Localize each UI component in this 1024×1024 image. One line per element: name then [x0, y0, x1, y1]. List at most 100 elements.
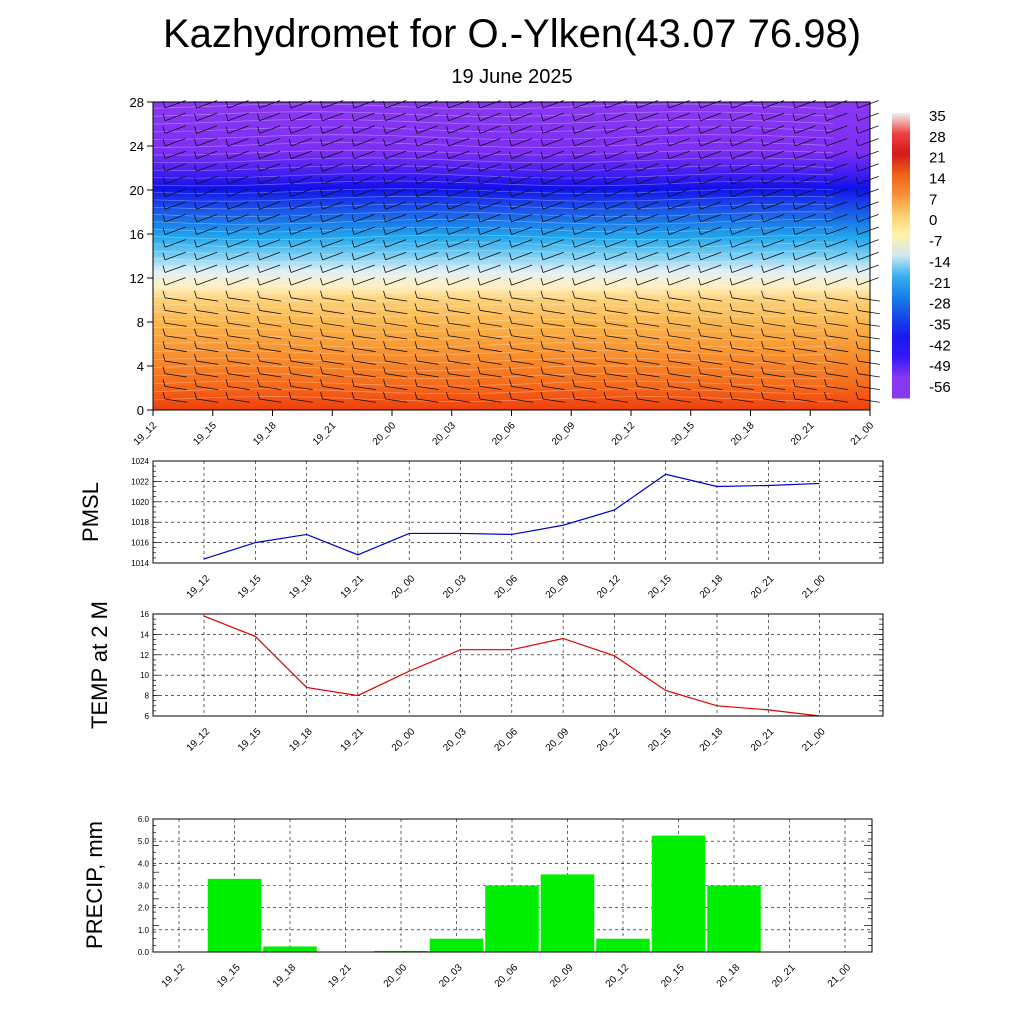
wind-barb: [824, 213, 848, 223]
x-tick-label: 19_15: [236, 726, 264, 754]
wind-barb: [288, 264, 312, 273]
wind-barb: [225, 277, 249, 286]
heatmap-x-tick-label: 19_15: [191, 420, 219, 448]
x-tick-label: 20_00: [390, 726, 418, 754]
wind-barb: [414, 188, 438, 197]
wind-barb: [351, 303, 376, 315]
wind-barb: [603, 341, 628, 353]
wind-barb: [194, 251, 218, 261]
wind-barb: [288, 353, 313, 365]
panel-frame: [152, 613, 884, 717]
heatmap-x-tick-label: 19_18: [251, 420, 279, 448]
contour-line: [152, 357, 834, 364]
x-tick-label: 20_12: [595, 726, 623, 754]
wind-barb: [761, 290, 786, 302]
wind-barb: [824, 112, 848, 122]
wind-barb: [698, 125, 722, 134]
wind-barb: [666, 328, 691, 340]
wind-barb: [414, 366, 439, 378]
wind-barb: [698, 277, 722, 286]
colorbar-segment: [892, 255, 910, 277]
wind-barb: [288, 379, 313, 391]
wind-barb: [540, 226, 564, 235]
wind-barb: [855, 112, 879, 122]
wind-barb: [194, 150, 218, 160]
x-tick-label: 20_09: [544, 573, 572, 601]
wind-barb: [162, 315, 187, 327]
x-tick-label: 20_06: [492, 573, 520, 601]
wind-barb: [698, 188, 722, 197]
wind-barb: [446, 112, 470, 122]
wind-barb: [509, 391, 534, 403]
wind-barb: [477, 315, 502, 327]
wind-barb: [446, 315, 471, 327]
wind-barb: [162, 366, 187, 378]
wind-barb: [666, 201, 690, 210]
contour-line: [152, 326, 834, 333]
wind-barb: [824, 138, 848, 147]
wind-barb: [477, 353, 502, 365]
heatmap-y-tick-label: 0: [137, 403, 144, 418]
wind-barb: [761, 353, 786, 365]
wind-barb: [194, 239, 218, 248]
wind-barb: [414, 163, 438, 172]
wind-barb: [225, 328, 250, 340]
wind-barb: [288, 366, 313, 378]
wind-barb: [792, 328, 817, 340]
wind-barb: [162, 188, 186, 197]
colorbar-segment: [892, 174, 910, 195]
x-tick-label: 19_18: [271, 962, 299, 990]
wind-barb: [320, 328, 345, 340]
contour-line: [152, 272, 834, 279]
x-tick-label: 19_21: [339, 726, 367, 754]
wind-barb: [540, 125, 564, 134]
wind-barb: [446, 239, 470, 248]
wind-barb: [572, 150, 596, 160]
wind-barb: [855, 353, 880, 365]
x-tick-label: 19_21: [339, 573, 367, 601]
heatmap-x-tick-label: 20_06: [490, 420, 518, 448]
wind-barb: [194, 391, 219, 403]
wind-barb: [257, 213, 281, 223]
wind-barb: [572, 125, 596, 134]
wind-barb: [320, 315, 345, 327]
x-tick-label: 19_15: [236, 573, 264, 601]
wind-barb: [635, 328, 660, 340]
wind-barb: [792, 379, 817, 391]
x-tick-label: 20_15: [659, 962, 687, 990]
colorbar-segment: [892, 316, 910, 338]
wind-barb: [320, 366, 345, 378]
wind-barb: [572, 264, 596, 273]
wind-barb: [320, 125, 344, 134]
wind-barb: [666, 379, 691, 391]
wind-barb: [824, 341, 849, 353]
wind-barb: [288, 176, 312, 185]
wind-barb: [320, 379, 345, 391]
wind-barb: [320, 239, 344, 248]
wind-barb: [855, 176, 879, 185]
wind-barb: [572, 290, 597, 302]
wind-barb: [540, 213, 564, 223]
wind-barb: [698, 353, 723, 365]
wind-barb: [792, 213, 816, 223]
wind-barb: [824, 251, 848, 261]
wind-barb: [477, 341, 502, 353]
wind-barb: [540, 290, 565, 302]
contour-line: [152, 303, 834, 310]
wind-barb: [162, 213, 186, 223]
wind-barb: [666, 303, 691, 315]
wind-barb: [729, 328, 754, 340]
wind-barb: [855, 150, 879, 160]
wind-barb: [635, 125, 659, 134]
wind-barb: [446, 303, 471, 315]
wind-barb: [729, 290, 754, 302]
wind-barb: [635, 163, 659, 172]
wind-barb: [383, 290, 408, 302]
contour-line: [152, 234, 834, 241]
precip-bar: [263, 946, 317, 952]
colorbar-label: -56: [929, 379, 951, 396]
colorbar-label: 28: [929, 129, 946, 146]
contour-line: [152, 311, 834, 318]
wind-barb: [351, 239, 375, 248]
contour-line: [152, 126, 834, 133]
